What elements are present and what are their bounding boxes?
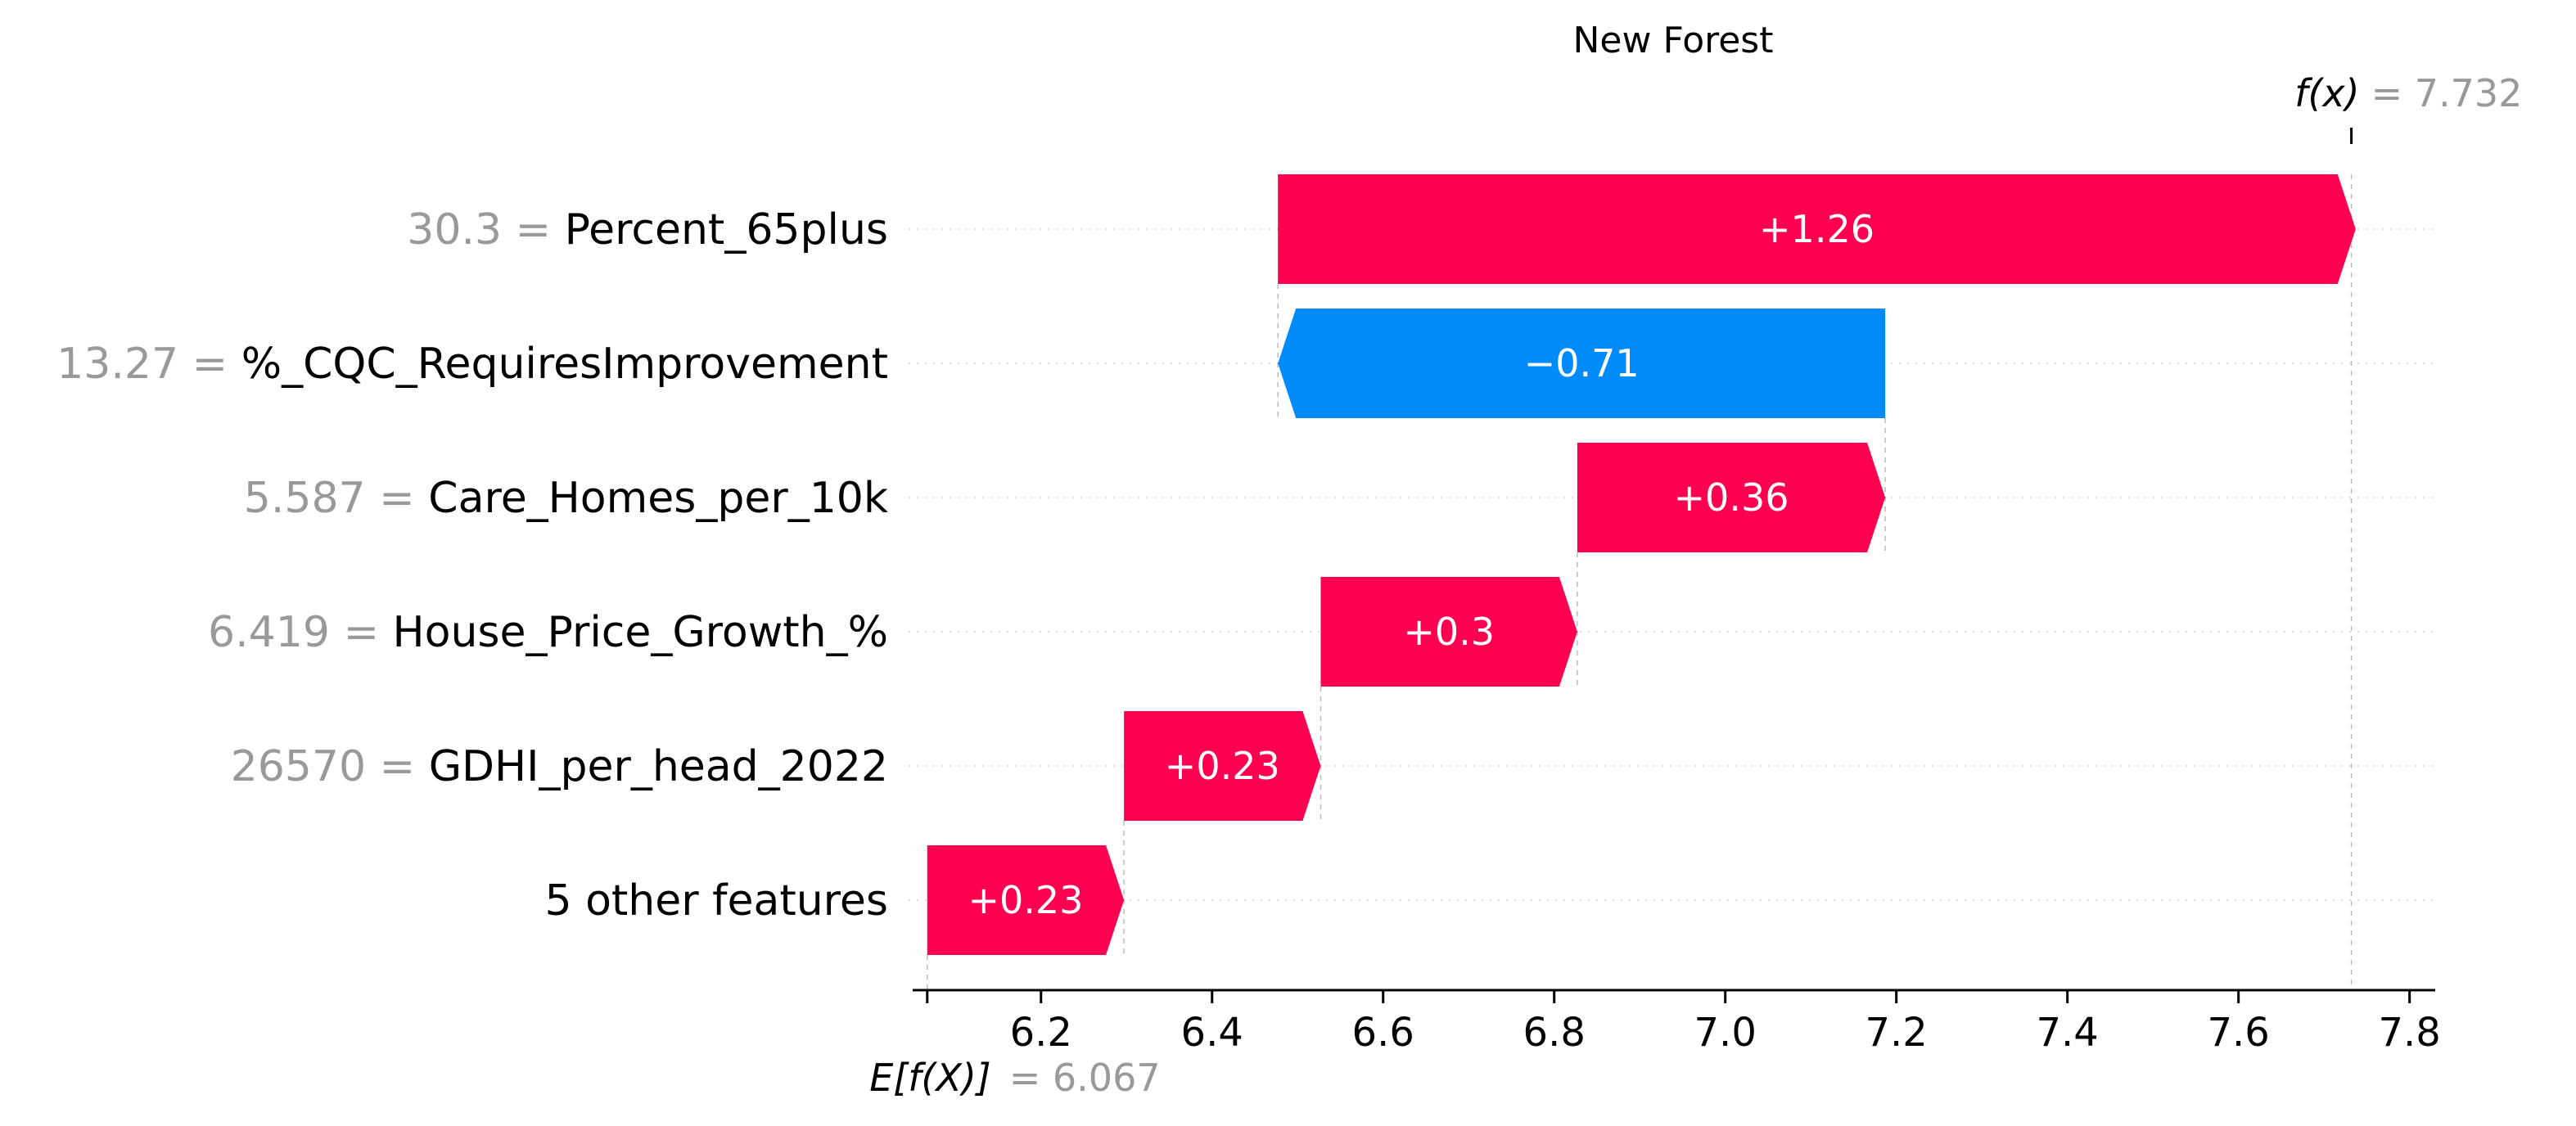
x-tick-label: 7.8 [2378,1010,2440,1056]
feature-label: 5.587 = Care_Homes_per_10k [244,474,888,523]
shap-bar [1124,711,1321,821]
x-tick-label: 7.2 [1865,1010,1928,1056]
feature-label: 30.3 = Percent_65plus [407,205,888,254]
bar-value-label: +0.23 [1165,744,1280,788]
base-value-text: = 6.067 [1009,1056,1161,1100]
x-tick-label: 6.6 [1352,1010,1414,1056]
bar-value-label: +1.26 [1759,207,1874,251]
x-tick-label: 6.8 [1523,1010,1586,1056]
bar-value-label: +0.3 [1403,610,1495,654]
x-tick-label: 6.2 [1010,1010,1072,1056]
bar-value-label: −0.71 [1524,341,1640,385]
shap-bar [927,845,1125,955]
feature-label: 6.419 = House_Price_Growth_% [208,608,888,657]
base-value-label: E[f(X)] = 6.067 [869,1056,1160,1100]
feature-label: 13.27 = %_CQC_RequiresImprovement [56,340,888,389]
shap-bar [1278,309,1886,418]
shap-bar [1320,577,1577,687]
output-value-symbol: f(x) [2294,71,2359,115]
feature-label: 5 other features [544,876,888,926]
bar-value-label: +0.36 [1674,475,1789,520]
output-value-label: f(x) = 7.732 [2294,71,2522,115]
shap-bar [1577,443,1886,552]
x-tick-label: 7.4 [2037,1010,2099,1056]
chart-title: New Forest [1573,20,1774,61]
feature-label: 26570 = GDHI_per_head_2022 [231,742,888,791]
x-tick-label: 7.6 [2207,1010,2269,1056]
shap-bar [1278,174,2356,284]
base-value-symbol: E[f(X)] [869,1056,991,1100]
bar-value-label: +0.23 [968,878,1083,922]
x-tick-label: 7.0 [1694,1010,1757,1056]
x-tick-label: 6.4 [1181,1010,1243,1056]
output-value-text: = 7.732 [2371,71,2523,115]
